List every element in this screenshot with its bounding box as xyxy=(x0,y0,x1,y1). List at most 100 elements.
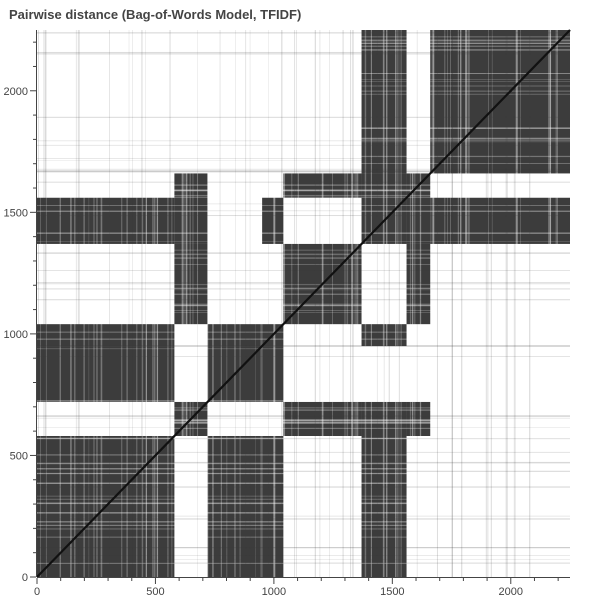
heatmap-block-B-B xyxy=(406,401,431,436)
texture-streak-dark xyxy=(37,181,570,183)
texture-streak xyxy=(37,468,570,470)
texture-streak xyxy=(37,253,570,255)
texture-streak-dark xyxy=(37,171,570,173)
texture-streak xyxy=(145,30,147,577)
texture-streak-dark xyxy=(37,555,570,556)
texture-streak-dark xyxy=(37,140,570,142)
texture-streak xyxy=(121,30,123,577)
texture-streak xyxy=(37,184,570,186)
texture-streak xyxy=(37,348,570,350)
texture-streak-dark xyxy=(219,30,221,577)
texture-streak-dark xyxy=(37,299,570,301)
texture-streak xyxy=(273,30,276,577)
y-tick-label: 0 xyxy=(22,572,28,584)
heatmap-block-E-B xyxy=(283,401,362,436)
texture-streak xyxy=(126,30,128,577)
texture-streak xyxy=(45,30,47,577)
texture-streak-dark xyxy=(37,486,570,488)
texture-streak xyxy=(447,30,448,577)
texture-streak-dark xyxy=(37,144,570,146)
texture-streak-dark xyxy=(37,470,570,472)
texture-streak-dark xyxy=(37,562,570,564)
texture-streak-dark xyxy=(37,415,570,417)
heatmap-block-D-F xyxy=(262,197,284,244)
texture-streak xyxy=(37,310,570,311)
texture-streak xyxy=(184,30,186,577)
texture-streak-dark xyxy=(329,30,330,577)
texture-streak xyxy=(37,400,570,402)
chart-title: Pairwise distance (Bag-of-Words Model, T… xyxy=(9,7,302,22)
texture-streak-dark xyxy=(490,30,492,577)
texture-streak-dark xyxy=(37,356,570,357)
texture-streak-dark xyxy=(37,547,570,549)
texture-streak xyxy=(37,127,570,129)
texture-streak-dark xyxy=(45,30,47,577)
texture-streak-dark xyxy=(294,30,296,577)
texture-streak xyxy=(346,30,349,577)
texture-streak xyxy=(549,30,551,577)
x-tick-label: 2000 xyxy=(499,586,523,598)
texture-streak xyxy=(37,253,570,256)
texture-streak xyxy=(37,483,570,484)
texture-streak xyxy=(400,30,402,577)
texture-streak xyxy=(156,30,159,577)
heatmap-block-F-D xyxy=(361,324,407,347)
texture-streak xyxy=(37,40,570,42)
texture-streak-dark xyxy=(37,417,570,419)
texture-streak xyxy=(37,437,570,440)
texture-streak xyxy=(37,42,570,44)
texture-streak-dark xyxy=(37,415,570,417)
texture-streak xyxy=(192,30,194,577)
texture-streak xyxy=(409,30,411,577)
texture-streak xyxy=(444,30,446,577)
texture-streak xyxy=(37,422,570,424)
texture-streak xyxy=(171,30,173,577)
texture-streak xyxy=(411,30,414,577)
texture-streak xyxy=(37,338,570,340)
texture-streak-dark xyxy=(506,30,508,577)
texture-streak xyxy=(37,495,570,497)
x-tick-label: 500 xyxy=(146,586,164,598)
heatmap-block-F-B xyxy=(361,173,407,198)
heatmap-block-D-A xyxy=(262,435,284,577)
texture-streak xyxy=(40,30,41,577)
texture-streak xyxy=(93,30,95,577)
texture-streak xyxy=(37,528,570,530)
texture-streak xyxy=(185,30,188,577)
texture-streak xyxy=(197,30,199,577)
texture-streak-dark xyxy=(37,215,570,217)
texture-streak xyxy=(37,45,570,47)
texture-streak xyxy=(183,30,185,577)
texture-streak xyxy=(37,155,570,158)
texture-streak-dark xyxy=(37,518,570,520)
texture-streak xyxy=(357,30,359,577)
texture-streak-dark xyxy=(398,30,400,577)
heatmap-block-B-E xyxy=(406,243,431,325)
heatmap-block-E-B xyxy=(283,173,362,198)
texture-streak xyxy=(491,30,493,577)
texture-streak xyxy=(37,36,570,38)
texture-streak xyxy=(550,30,552,577)
texture-streak xyxy=(37,419,570,421)
texture-streak xyxy=(37,210,570,212)
texture-streak xyxy=(37,502,570,505)
texture-streak-dark xyxy=(78,30,80,577)
texture-streak xyxy=(37,304,570,307)
texture-streak-dark xyxy=(485,30,487,577)
y-tick-label: 2000 xyxy=(4,86,28,98)
texture-streak xyxy=(37,562,570,564)
texture-streak xyxy=(322,30,324,577)
texture-streak-dark xyxy=(37,116,570,118)
texture-streak-dark xyxy=(37,170,570,172)
y-tick-label: 1500 xyxy=(4,207,28,219)
texture-streak xyxy=(548,30,550,577)
texture-streak-dark xyxy=(513,30,515,577)
texture-streak xyxy=(37,196,570,198)
texture-streak-dark xyxy=(376,30,378,577)
texture-streak xyxy=(239,30,241,577)
texture-streak-dark xyxy=(451,30,453,577)
texture-streak xyxy=(431,30,433,577)
texture-streak xyxy=(37,438,570,440)
texture-streak-dark xyxy=(37,158,570,159)
texture-streak xyxy=(351,30,354,577)
